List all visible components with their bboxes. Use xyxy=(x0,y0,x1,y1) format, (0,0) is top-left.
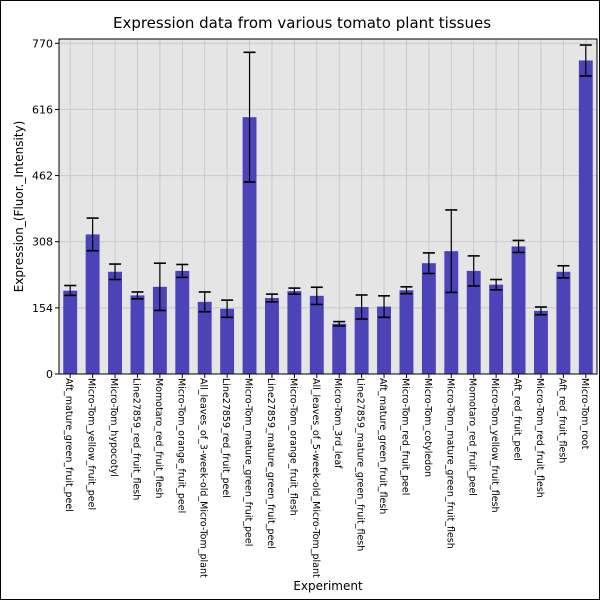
x-tick-label: Micro-Tom_hypocotyl xyxy=(108,378,119,477)
x-tick-label: Aft_mature_green_fruit_peel xyxy=(63,378,74,512)
x-tick-label: All_leaves_of_5-week-old_Micro-Tom_plant xyxy=(310,378,321,578)
y-tick-label: 616 xyxy=(32,103,53,116)
bar xyxy=(399,290,414,374)
bar xyxy=(309,295,324,374)
bar xyxy=(85,234,100,374)
chart-title: Expression data from various tomato plan… xyxy=(113,14,491,32)
bar xyxy=(377,306,391,374)
bar xyxy=(489,284,504,374)
y-tick-label: 770 xyxy=(32,37,53,50)
bar xyxy=(197,301,212,374)
x-axis-ticks: Aft_mature_green_fruit_peel Micro-Tom_yel… xyxy=(63,374,590,578)
x-tick-label: All_leaves_of_3-week-old_Micro-Tom_plant xyxy=(198,378,209,578)
x-tick-label: Micro-Tom_orange_fruit_peel xyxy=(175,378,186,513)
plot-background xyxy=(59,39,597,374)
error-bars xyxy=(64,44,592,327)
x-tick-label: Micro-Tom_root xyxy=(579,378,590,450)
bar xyxy=(63,290,78,374)
y-tick-label: 154 xyxy=(32,302,53,315)
bar xyxy=(220,308,235,374)
bar xyxy=(354,307,369,374)
x-tick-label: Line27859_mature_green_fruit_peel xyxy=(265,378,276,549)
x-tick-label: Micro-Tom_cotyledon xyxy=(422,378,433,477)
bar xyxy=(556,271,571,374)
bar xyxy=(108,271,122,374)
x-tick-label: Micro-Tom_red_fruit_flesh xyxy=(534,378,545,498)
y-axis-ticks: 0 154 308 462 616 770 xyxy=(32,37,59,381)
bar xyxy=(152,286,167,374)
x-tick-label: Aft_red_fruit_flesh xyxy=(556,378,567,463)
bar xyxy=(421,263,436,374)
x-tick-label: Momotaro_red_fruit_flesh xyxy=(153,378,164,498)
x-tick-label: Micro-Tom_orange_fruit_flesh xyxy=(287,378,298,516)
bar xyxy=(578,60,593,374)
y-tick-label: 0 xyxy=(46,368,53,381)
bar xyxy=(444,251,459,374)
y-tick-label: 308 xyxy=(32,236,53,249)
bar xyxy=(332,323,347,374)
x-tick-label: Momotaro_red_fruit_peel xyxy=(467,378,478,496)
bar xyxy=(265,297,279,374)
bar xyxy=(534,310,548,374)
bar xyxy=(287,291,302,374)
x-tick-label: Line27859_red_fruit_flesh xyxy=(130,378,141,500)
bar xyxy=(175,270,190,374)
x-tick-label: Line27859_red_fruit_peel xyxy=(220,378,231,498)
x-tick-label: Micro-Tom_3rd_leaf xyxy=(332,378,343,469)
bar xyxy=(130,295,145,374)
x-tick-label: Micro-Tom_yellow_fruit_peel xyxy=(86,378,97,510)
x-tick-label: Micro-Tom_mature_green_fruit_flesh xyxy=(444,378,455,549)
x-tick-label: Aft_mature_green_fruit_flesh xyxy=(377,378,388,514)
bar xyxy=(466,270,481,374)
x-axis-label: Experiment xyxy=(293,579,363,593)
plot-border xyxy=(58,38,598,375)
bar xyxy=(511,246,526,374)
x-tick-label: Line27859_mature_green_fruit_flesh xyxy=(355,378,366,551)
x-tick-label: Micro-Tom_yellow_fruit_flesh xyxy=(489,378,500,513)
x-tick-label: Micro-Tom_red_fruit_peel xyxy=(399,378,410,495)
x-tick-label: Aft_red_fruit_peel xyxy=(512,378,523,461)
y-tick-label: 462 xyxy=(32,170,53,183)
y-axis-label: Expression_(Fluor._Intensity) xyxy=(12,121,26,293)
x-tick-label: Micro-Tom_mature_green_fruit_peel xyxy=(243,378,254,546)
